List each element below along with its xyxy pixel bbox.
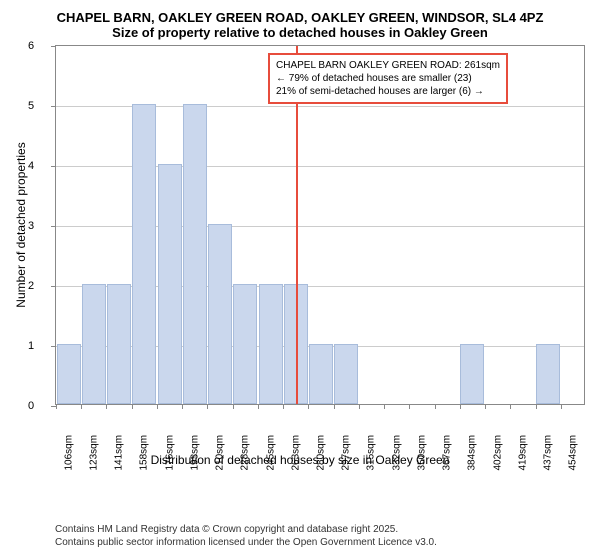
x-tick-mark: [207, 404, 208, 409]
histogram-bar: [233, 284, 257, 404]
x-tick-mark: [561, 404, 562, 409]
x-tick-label: 158sqm: [139, 431, 150, 471]
annotation-line: CHAPEL BARN OAKLEY GREEN ROAD: 261sqm: [276, 59, 500, 72]
x-tick-label: 454sqm: [568, 431, 579, 471]
chart-title-sub: Size of property relative to detached ho…: [10, 25, 590, 40]
y-tick-mark: [51, 46, 56, 47]
x-tick-mark: [258, 404, 259, 409]
annotation-box: CHAPEL BARN OAKLEY GREEN ROAD: 261sqm← 7…: [268, 53, 508, 104]
chart-title-main: CHAPEL BARN, OAKLEY GREEN ROAD, OAKLEY G…: [10, 10, 590, 25]
x-tick-mark: [182, 404, 183, 409]
y-axis-label: Number of detached properties: [14, 142, 28, 307]
x-tick-mark: [157, 404, 158, 409]
x-tick-mark: [384, 404, 385, 409]
histogram-bar: [460, 344, 484, 404]
x-tick-mark: [106, 404, 107, 409]
x-tick-mark: [536, 404, 537, 409]
x-tick-mark: [308, 404, 309, 409]
chart-footer: Contains HM Land Registry data © Crown c…: [55, 523, 590, 549]
x-tick-label: 384sqm: [467, 431, 478, 471]
x-tick-label: 106sqm: [63, 431, 74, 471]
x-tick-label: 210sqm: [215, 431, 226, 471]
y-tick-label: 6: [28, 40, 34, 52]
footer-line: Contains HM Land Registry data © Crown c…: [55, 523, 590, 536]
x-tick-mark: [233, 404, 234, 409]
chart-container: CHAPEL BARN, OAKLEY GREEN ROAD, OAKLEY G…: [0, 0, 600, 500]
x-tick-label: 419sqm: [517, 431, 528, 471]
y-tick-label: 1: [28, 340, 34, 352]
x-tick-label: 350sqm: [416, 431, 427, 471]
x-tick-mark: [510, 404, 511, 409]
x-tick-mark: [460, 404, 461, 409]
histogram-bar: [107, 284, 131, 404]
annotation-line: 21% of semi-detached houses are larger (…: [276, 85, 500, 98]
annotation-line: ← 79% of detached houses are smaller (23…: [276, 72, 500, 85]
histogram-bar: [334, 344, 358, 404]
x-tick-label: 176sqm: [164, 431, 175, 471]
histogram-bar: [309, 344, 333, 404]
x-tick-mark: [485, 404, 486, 409]
footer-line: Contains public sector information licen…: [55, 536, 590, 549]
x-tick-label: 228sqm: [240, 431, 251, 471]
x-tick-label: 297sqm: [341, 431, 352, 471]
x-tick-label: 245sqm: [265, 431, 276, 471]
x-tick-label: 263sqm: [290, 431, 301, 471]
x-tick-label: 367sqm: [442, 431, 453, 471]
x-tick-label: 315sqm: [366, 431, 377, 471]
x-tick-mark: [334, 404, 335, 409]
x-tick-label: 402sqm: [492, 431, 503, 471]
histogram-bar: [57, 344, 81, 404]
x-tick-mark: [359, 404, 360, 409]
y-tick-label: 4: [28, 160, 34, 172]
x-tick-label: 193sqm: [189, 431, 200, 471]
histogram-bar: [82, 284, 106, 404]
y-tick-label: 3: [28, 220, 34, 232]
x-tick-label: 141sqm: [114, 431, 125, 471]
x-tick-mark: [81, 404, 82, 409]
x-tick-mark: [409, 404, 410, 409]
histogram-bar: [208, 224, 232, 404]
histogram-bar: [536, 344, 560, 404]
x-tick-label: 280sqm: [316, 431, 327, 471]
x-tick-label: 123sqm: [88, 431, 99, 471]
plot-area: Number of detached properties 0123456 10…: [55, 45, 585, 405]
x-tick-mark: [283, 404, 284, 409]
y-tick-label: 2: [28, 280, 34, 292]
histogram-bar: [183, 104, 207, 404]
histogram-bar: [259, 284, 283, 404]
x-tick-mark: [56, 404, 57, 409]
y-tick-label: 5: [28, 100, 34, 112]
x-tick-label: 332sqm: [391, 431, 402, 471]
x-tick-label: 437sqm: [543, 431, 554, 471]
histogram-bar: [132, 104, 156, 404]
x-tick-mark: [132, 404, 133, 409]
y-tick-label: 0: [28, 400, 34, 412]
histogram-bar: [158, 164, 182, 404]
x-tick-mark: [435, 404, 436, 409]
